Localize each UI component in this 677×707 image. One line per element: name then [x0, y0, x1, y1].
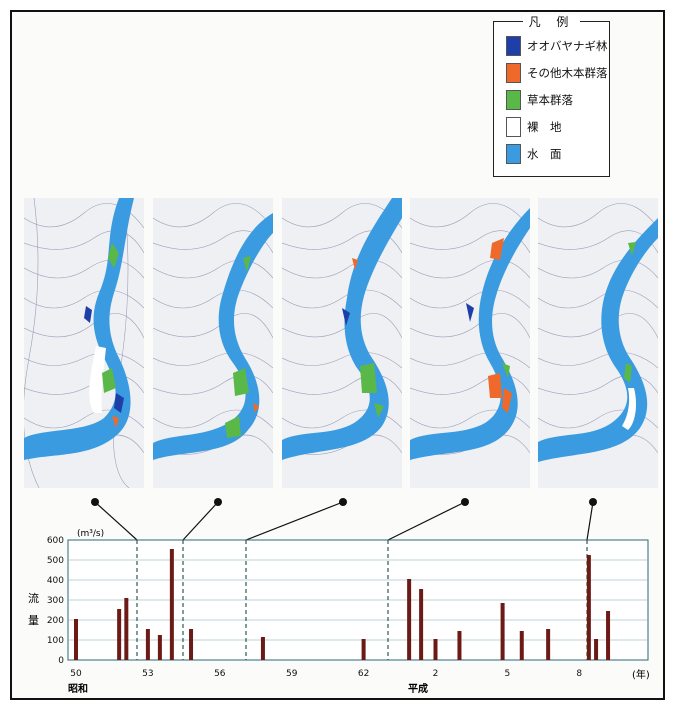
legend-label: 裸 地	[527, 120, 562, 134]
bar	[594, 639, 599, 660]
map-panel-4-image	[410, 203, 530, 460]
legend-label: その他木本群落	[527, 66, 608, 80]
bar	[546, 629, 551, 660]
legend-item-water: 水 面	[506, 142, 606, 166]
legend-swatch	[506, 90, 521, 110]
legend-item-other-woody: その他木本群落	[506, 61, 608, 85]
bar	[145, 629, 150, 660]
bar	[419, 589, 424, 660]
bar	[157, 635, 162, 660]
map-panel-3	[282, 198, 402, 488]
bar	[519, 631, 524, 660]
x-tick-label: 50	[70, 669, 82, 679]
legend-swatch	[506, 36, 521, 56]
y-tick-label: 200	[47, 616, 64, 626]
y-tick-label: 600	[47, 536, 64, 546]
y-tick-label: 300	[47, 596, 64, 606]
map-panel-3-image	[282, 198, 402, 460]
y-tick-label: 0	[58, 656, 64, 666]
y-unit: (m³/s)	[77, 529, 104, 539]
map-panel-5	[538, 198, 658, 488]
bar	[189, 629, 194, 660]
y-tick-label: 500	[47, 556, 64, 566]
x-unit: (年)	[632, 668, 650, 681]
x-tick-label: 2	[433, 669, 439, 679]
bar	[124, 598, 129, 660]
legend-title: 凡 例	[522, 15, 581, 29]
bar	[260, 637, 265, 660]
x-tick-label: 8	[576, 669, 582, 679]
legend-label: 草本群落	[527, 93, 573, 107]
legend-swatch	[506, 63, 521, 83]
legend-label: オオバヤナギ林	[527, 39, 608, 53]
legend-swatch	[506, 117, 521, 137]
bar	[586, 555, 591, 660]
map-panel-1-image	[24, 198, 144, 488]
bar	[361, 639, 366, 660]
y-tick-label: 400	[47, 576, 64, 586]
bar	[500, 603, 505, 660]
legend-swatch	[506, 144, 521, 164]
x-tick-label: 53	[142, 669, 153, 679]
legend-label: 水 面	[527, 147, 562, 161]
y-tick-label: 100	[47, 636, 64, 646]
bar	[457, 631, 462, 660]
map-panel-1	[24, 198, 144, 488]
map-panel-2-image	[153, 203, 273, 460]
x-tick-label: 56	[214, 669, 226, 679]
bar	[74, 619, 78, 660]
legend: 凡 例 オオバヤナギ林 その他木本群落 草本群落 裸 地 水 面	[493, 15, 610, 177]
map-panel-5-image	[538, 203, 658, 462]
legend-item-oobayanagi: オオバヤナギ林	[506, 34, 608, 58]
map-panel-4	[410, 198, 530, 488]
bar	[169, 549, 174, 660]
map-panel-2	[153, 198, 273, 488]
bar	[606, 611, 611, 660]
y-axis-label-1: 流	[28, 591, 39, 605]
era-label-showa: 昭和	[68, 682, 88, 695]
x-tick-label: 5	[505, 669, 511, 679]
legend-item-herb: 草本群落	[506, 88, 606, 112]
bar	[117, 609, 122, 660]
bar	[407, 579, 412, 660]
x-tick-label: 59	[286, 669, 298, 679]
era-label-heisei: 平成	[408, 682, 428, 695]
legend-item-bare: 裸 地	[506, 115, 606, 139]
x-tick-label: 62	[358, 669, 369, 679]
bar	[433, 639, 438, 660]
y-axis-label-2: 量	[28, 614, 39, 627]
